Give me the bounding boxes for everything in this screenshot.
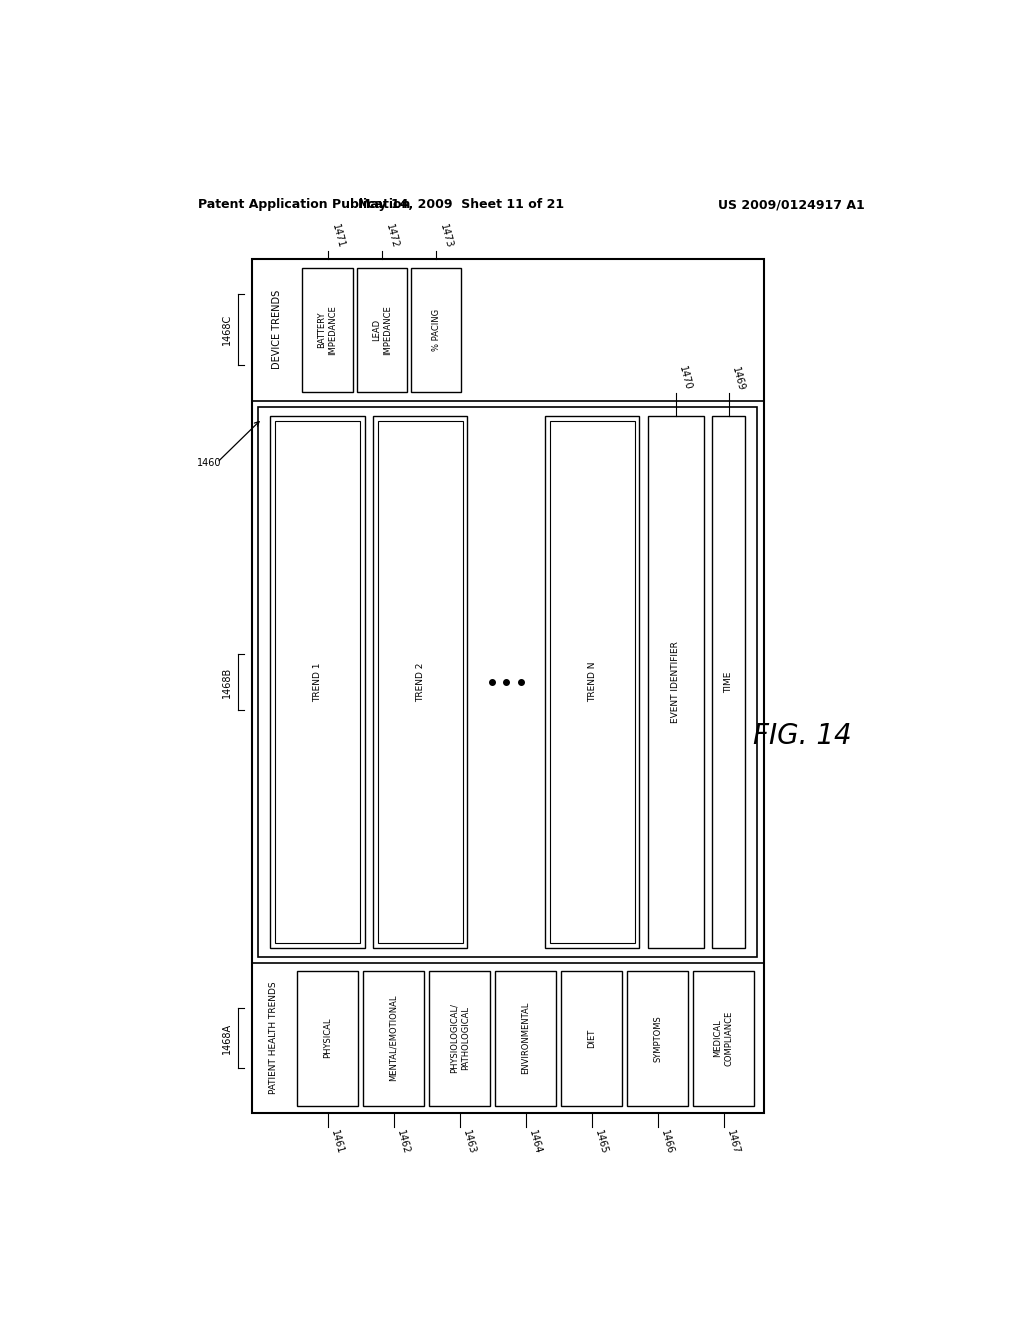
Text: 1461: 1461: [329, 1129, 345, 1155]
Bar: [252, 259, 764, 1113]
Bar: [713, 416, 745, 948]
Text: 1468B: 1468B: [222, 667, 232, 698]
Text: PATIENT HEALTH TRENDS: PATIENT HEALTH TRENDS: [269, 982, 279, 1094]
Bar: [302, 268, 352, 392]
Text: TREND N: TREND N: [588, 661, 597, 702]
Bar: [550, 421, 635, 942]
Bar: [411, 268, 461, 392]
Bar: [356, 268, 407, 392]
Bar: [429, 970, 490, 1105]
Text: US 2009/0124917 A1: US 2009/0124917 A1: [718, 198, 864, 211]
Text: May 14, 2009  Sheet 11 of 21: May 14, 2009 Sheet 11 of 21: [358, 198, 564, 211]
Bar: [270, 416, 365, 948]
Text: MENTAL/EMOTIONAL: MENTAL/EMOTIONAL: [389, 995, 398, 1081]
Text: 1464: 1464: [527, 1129, 543, 1155]
Text: 1467: 1467: [725, 1129, 741, 1155]
Text: 1466: 1466: [659, 1129, 675, 1155]
Bar: [362, 970, 424, 1105]
Bar: [693, 970, 755, 1105]
Text: TREND 1: TREND 1: [313, 663, 323, 702]
Text: 1465: 1465: [593, 1129, 609, 1155]
Text: EVENT IDENTIFIER: EVENT IDENTIFIER: [672, 642, 680, 723]
Text: DIET: DIET: [587, 1028, 596, 1048]
Text: % PACING: % PACING: [431, 309, 440, 351]
Text: PHYSICAL: PHYSICAL: [324, 1018, 332, 1059]
Text: PHYSIOLOGICAL/
PATHOLOGICAL: PHYSIOLOGICAL/ PATHOLOGICAL: [450, 1003, 470, 1073]
Bar: [373, 416, 467, 948]
Text: 1472: 1472: [384, 223, 400, 249]
Text: FIG. 14: FIG. 14: [753, 722, 852, 750]
Text: 1468A: 1468A: [222, 1023, 232, 1053]
Bar: [297, 970, 358, 1105]
Text: 1470: 1470: [677, 366, 693, 392]
Text: 1463: 1463: [461, 1129, 477, 1155]
Bar: [545, 416, 639, 948]
Text: ENVIRONMENTAL: ENVIRONMENTAL: [521, 1002, 530, 1074]
Text: MEDICAL
COMPLIANCE: MEDICAL COMPLIANCE: [714, 1011, 733, 1065]
Text: 1462: 1462: [395, 1129, 412, 1155]
Text: TREND 2: TREND 2: [416, 663, 425, 702]
Text: LEAD
IMPEDANCE: LEAD IMPEDANCE: [372, 305, 392, 355]
Text: Patent Application Publication: Patent Application Publication: [198, 198, 411, 211]
Bar: [378, 421, 463, 942]
Text: 1460: 1460: [198, 458, 221, 467]
Bar: [258, 407, 758, 957]
Text: 1469: 1469: [730, 366, 746, 392]
Text: DEVICE TRENDS: DEVICE TRENDS: [271, 290, 282, 370]
Bar: [495, 970, 556, 1105]
Text: SYMPTOMS: SYMPTOMS: [653, 1015, 663, 1061]
Text: 1473: 1473: [438, 223, 455, 249]
Text: BATTERY
IMPEDANCE: BATTERY IMPEDANCE: [317, 305, 338, 355]
Bar: [647, 416, 705, 948]
Text: 1471: 1471: [330, 223, 346, 249]
Bar: [275, 421, 360, 942]
Text: TIME: TIME: [724, 672, 733, 693]
Bar: [627, 970, 688, 1105]
Bar: [561, 970, 623, 1105]
Text: 1468C: 1468C: [222, 314, 232, 346]
